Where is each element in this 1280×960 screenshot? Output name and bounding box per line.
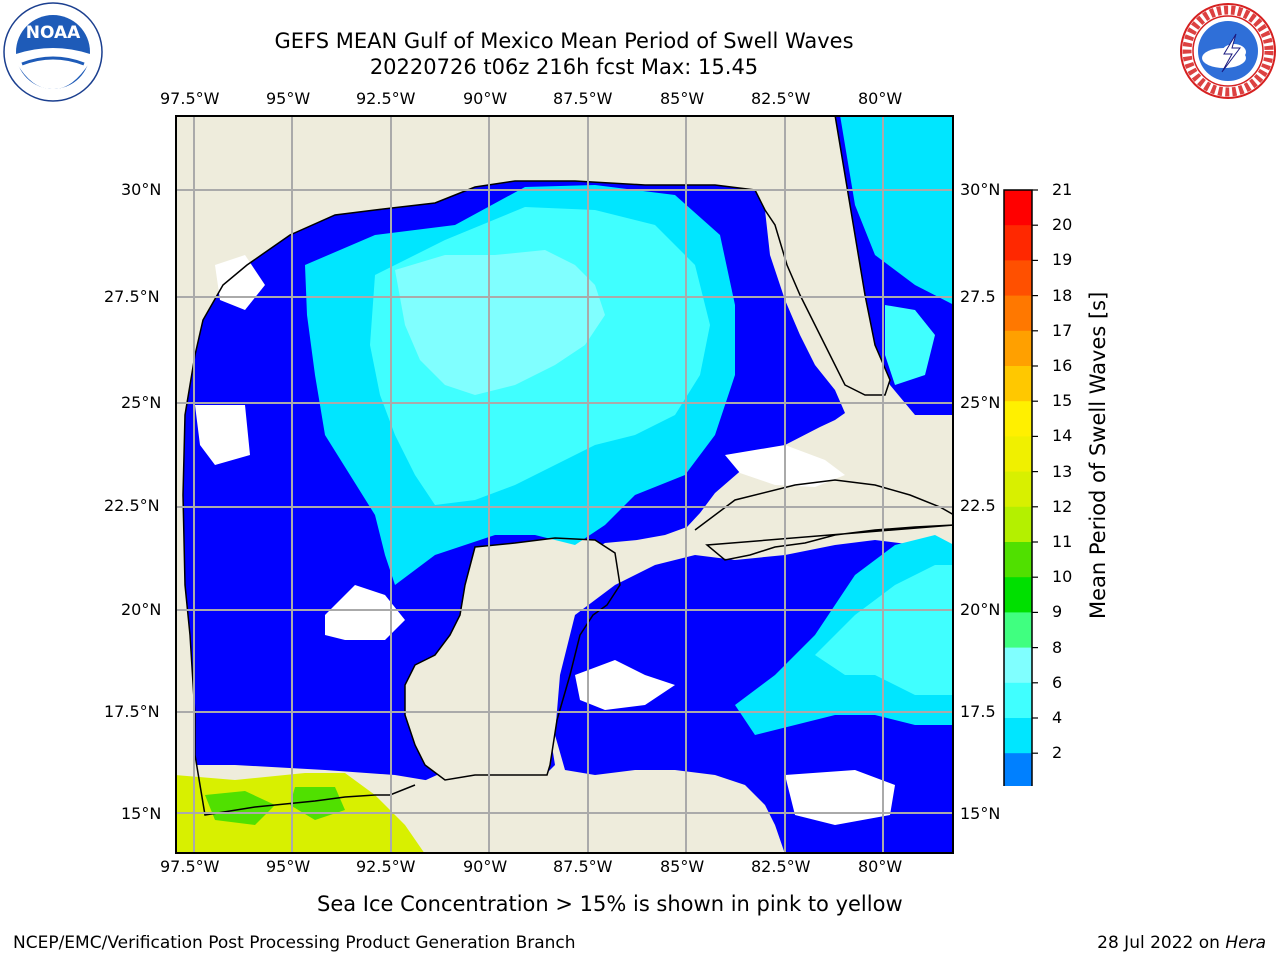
colorbar-segment	[1004, 225, 1032, 261]
colorbar-tick-label: 21	[1052, 180, 1073, 199]
swell-11-12s-pacific	[205, 791, 275, 825]
colorbar-segment	[1004, 471, 1032, 508]
lat-tick-label: 17.5°N	[104, 702, 160, 721]
colorbar-tick-label: 17	[1052, 320, 1073, 340]
sea-ice-note: Sea Ice Concentration > 15% is shown in …	[317, 892, 903, 916]
graticule	[175, 115, 954, 854]
map-frame	[175, 115, 954, 854]
colorbar-tick-label: 16	[1052, 356, 1073, 375]
footer-host: Hera	[1225, 933, 1266, 953]
colorbar-tick-label: 13	[1052, 461, 1073, 481]
colorbar-segment	[1004, 295, 1032, 332]
lon-tick-label: 95°W	[266, 89, 311, 108]
chart-title: GEFS MEAN Gulf of Mexico Mean Period of …	[274, 29, 854, 53]
lat-tick-label: 22.5°N	[104, 496, 160, 515]
mask-gap	[575, 660, 675, 710]
colorbar-tick-label: 12	[1052, 496, 1073, 516]
swell-11-12s-pacific	[290, 787, 345, 820]
colorbar-segment	[1004, 366, 1032, 402]
swell-4-6s-atlantic	[840, 115, 954, 305]
lat-tick-label: 20°N	[960, 600, 1001, 619]
colorbar-segment	[1004, 682, 1032, 719]
colorbar-segment	[1004, 401, 1032, 437]
colorbar-segment	[1004, 718, 1032, 754]
colorbar	[1000, 186, 1050, 819]
colorbar-label: Mean Period of Swell Waves [s]	[1086, 291, 1110, 619]
lat-tick-label: 25°N	[960, 393, 1001, 412]
chart-subtitle: 20220726 t06z 216h fcst Max: 15.45	[369, 55, 759, 79]
lat-tick-label: 30°N	[121, 180, 162, 199]
lon-tick-label: 85°W	[660, 857, 705, 876]
mask-gap	[785, 770, 895, 825]
lat-tick-label: 17.5	[960, 702, 996, 721]
lon-tick-label: 97.5°W	[160, 857, 220, 876]
map-panel	[175, 115, 954, 854]
lon-tick-label: 92.5°W	[356, 857, 416, 876]
noaa-logo-text: NOAA	[26, 23, 81, 43]
mask-gap	[195, 405, 250, 465]
colorbar-tick-label: 19	[1052, 250, 1073, 270]
lon-tick-label: 90°W	[463, 857, 508, 876]
colorbar-segment	[1004, 647, 1032, 684]
lon-tick-label: 82.5°W	[751, 857, 811, 876]
lon-tick-label: 90°W	[463, 89, 508, 108]
colorbar-tick-label: 11	[1052, 532, 1073, 551]
lon-tick-label: 80°W	[858, 89, 903, 108]
colorbar-tick-label: 6	[1052, 672, 1063, 692]
lon-tick-label: 85°W	[660, 89, 705, 108]
nws-logo	[1178, 2, 1278, 100]
swell-8-9s-gulf	[395, 250, 605, 395]
lon-tick-label: 95°W	[266, 857, 311, 876]
lon-tick-label: 82.5°W	[751, 89, 811, 108]
colorbar-segment	[1004, 577, 1032, 613]
lat-tick-label: 30°N	[960, 180, 1001, 199]
coastline	[404, 537, 621, 781]
lat-tick-label: 20°N	[121, 600, 162, 619]
footer-date: 28 Jul 2022 on Hera	[1097, 933, 1266, 953]
colorbar-tick-label: 15	[1052, 391, 1073, 411]
lon-tick-label: 80°W	[858, 857, 903, 876]
lat-tick-label: 27.5°N	[104, 287, 160, 306]
noaa-logo: NOAA	[2, 2, 104, 102]
swell-4-6s-atlantic-south	[885, 305, 935, 385]
colorbar-tick-label: 9	[1052, 602, 1063, 622]
colorbar-tick-label: 14	[1052, 426, 1073, 446]
colorbar-segment	[1004, 753, 1032, 789]
colorbar-segment	[1004, 190, 1032, 226]
colorbar-tick-label: 2	[1052, 743, 1063, 763]
lon-tick-label: 92.5°W	[356, 89, 416, 108]
coastline	[182, 494, 416, 816]
swell-6-8s-caribbean	[815, 565, 954, 695]
lat-tick-label: 22.5	[960, 496, 996, 515]
lat-tick-label: 15°N	[960, 804, 1001, 823]
lat-tick-label: 25°N	[121, 393, 162, 412]
colorbar-segment	[1004, 260, 1032, 297]
lon-tick-label: 87.5°W	[553, 857, 613, 876]
lat-tick-label: 27.5	[960, 287, 996, 306]
florida-land	[765, 175, 890, 395]
lat-tick-label: 15°N	[121, 804, 162, 823]
footer-date-text: 28 Jul 2022 on	[1097, 933, 1226, 953]
colorbar-segment	[1004, 612, 1032, 649]
colorbar-tick-label: 10	[1052, 567, 1073, 587]
lon-tick-label: 97.5°W	[160, 89, 220, 108]
coastline	[694, 479, 954, 561]
colorbar-tick-label: 18	[1052, 285, 1073, 305]
footer-credit: NCEP/EMC/Verification Post Processing Pr…	[13, 933, 576, 953]
mask-gap	[325, 585, 405, 640]
yucatan-land	[405, 538, 620, 780]
colorbar-tick-label: 4	[1052, 708, 1063, 727]
colorbar-segment	[1004, 330, 1032, 367]
colorbar-tick-label: 8	[1052, 637, 1063, 657]
lon-tick-label: 87.5°W	[553, 89, 613, 108]
colorbar-tick-label: 20	[1052, 215, 1073, 235]
colorbar-segment	[1004, 436, 1032, 473]
colorbar-segment	[1004, 506, 1032, 543]
colorbar-segment	[1004, 542, 1032, 578]
